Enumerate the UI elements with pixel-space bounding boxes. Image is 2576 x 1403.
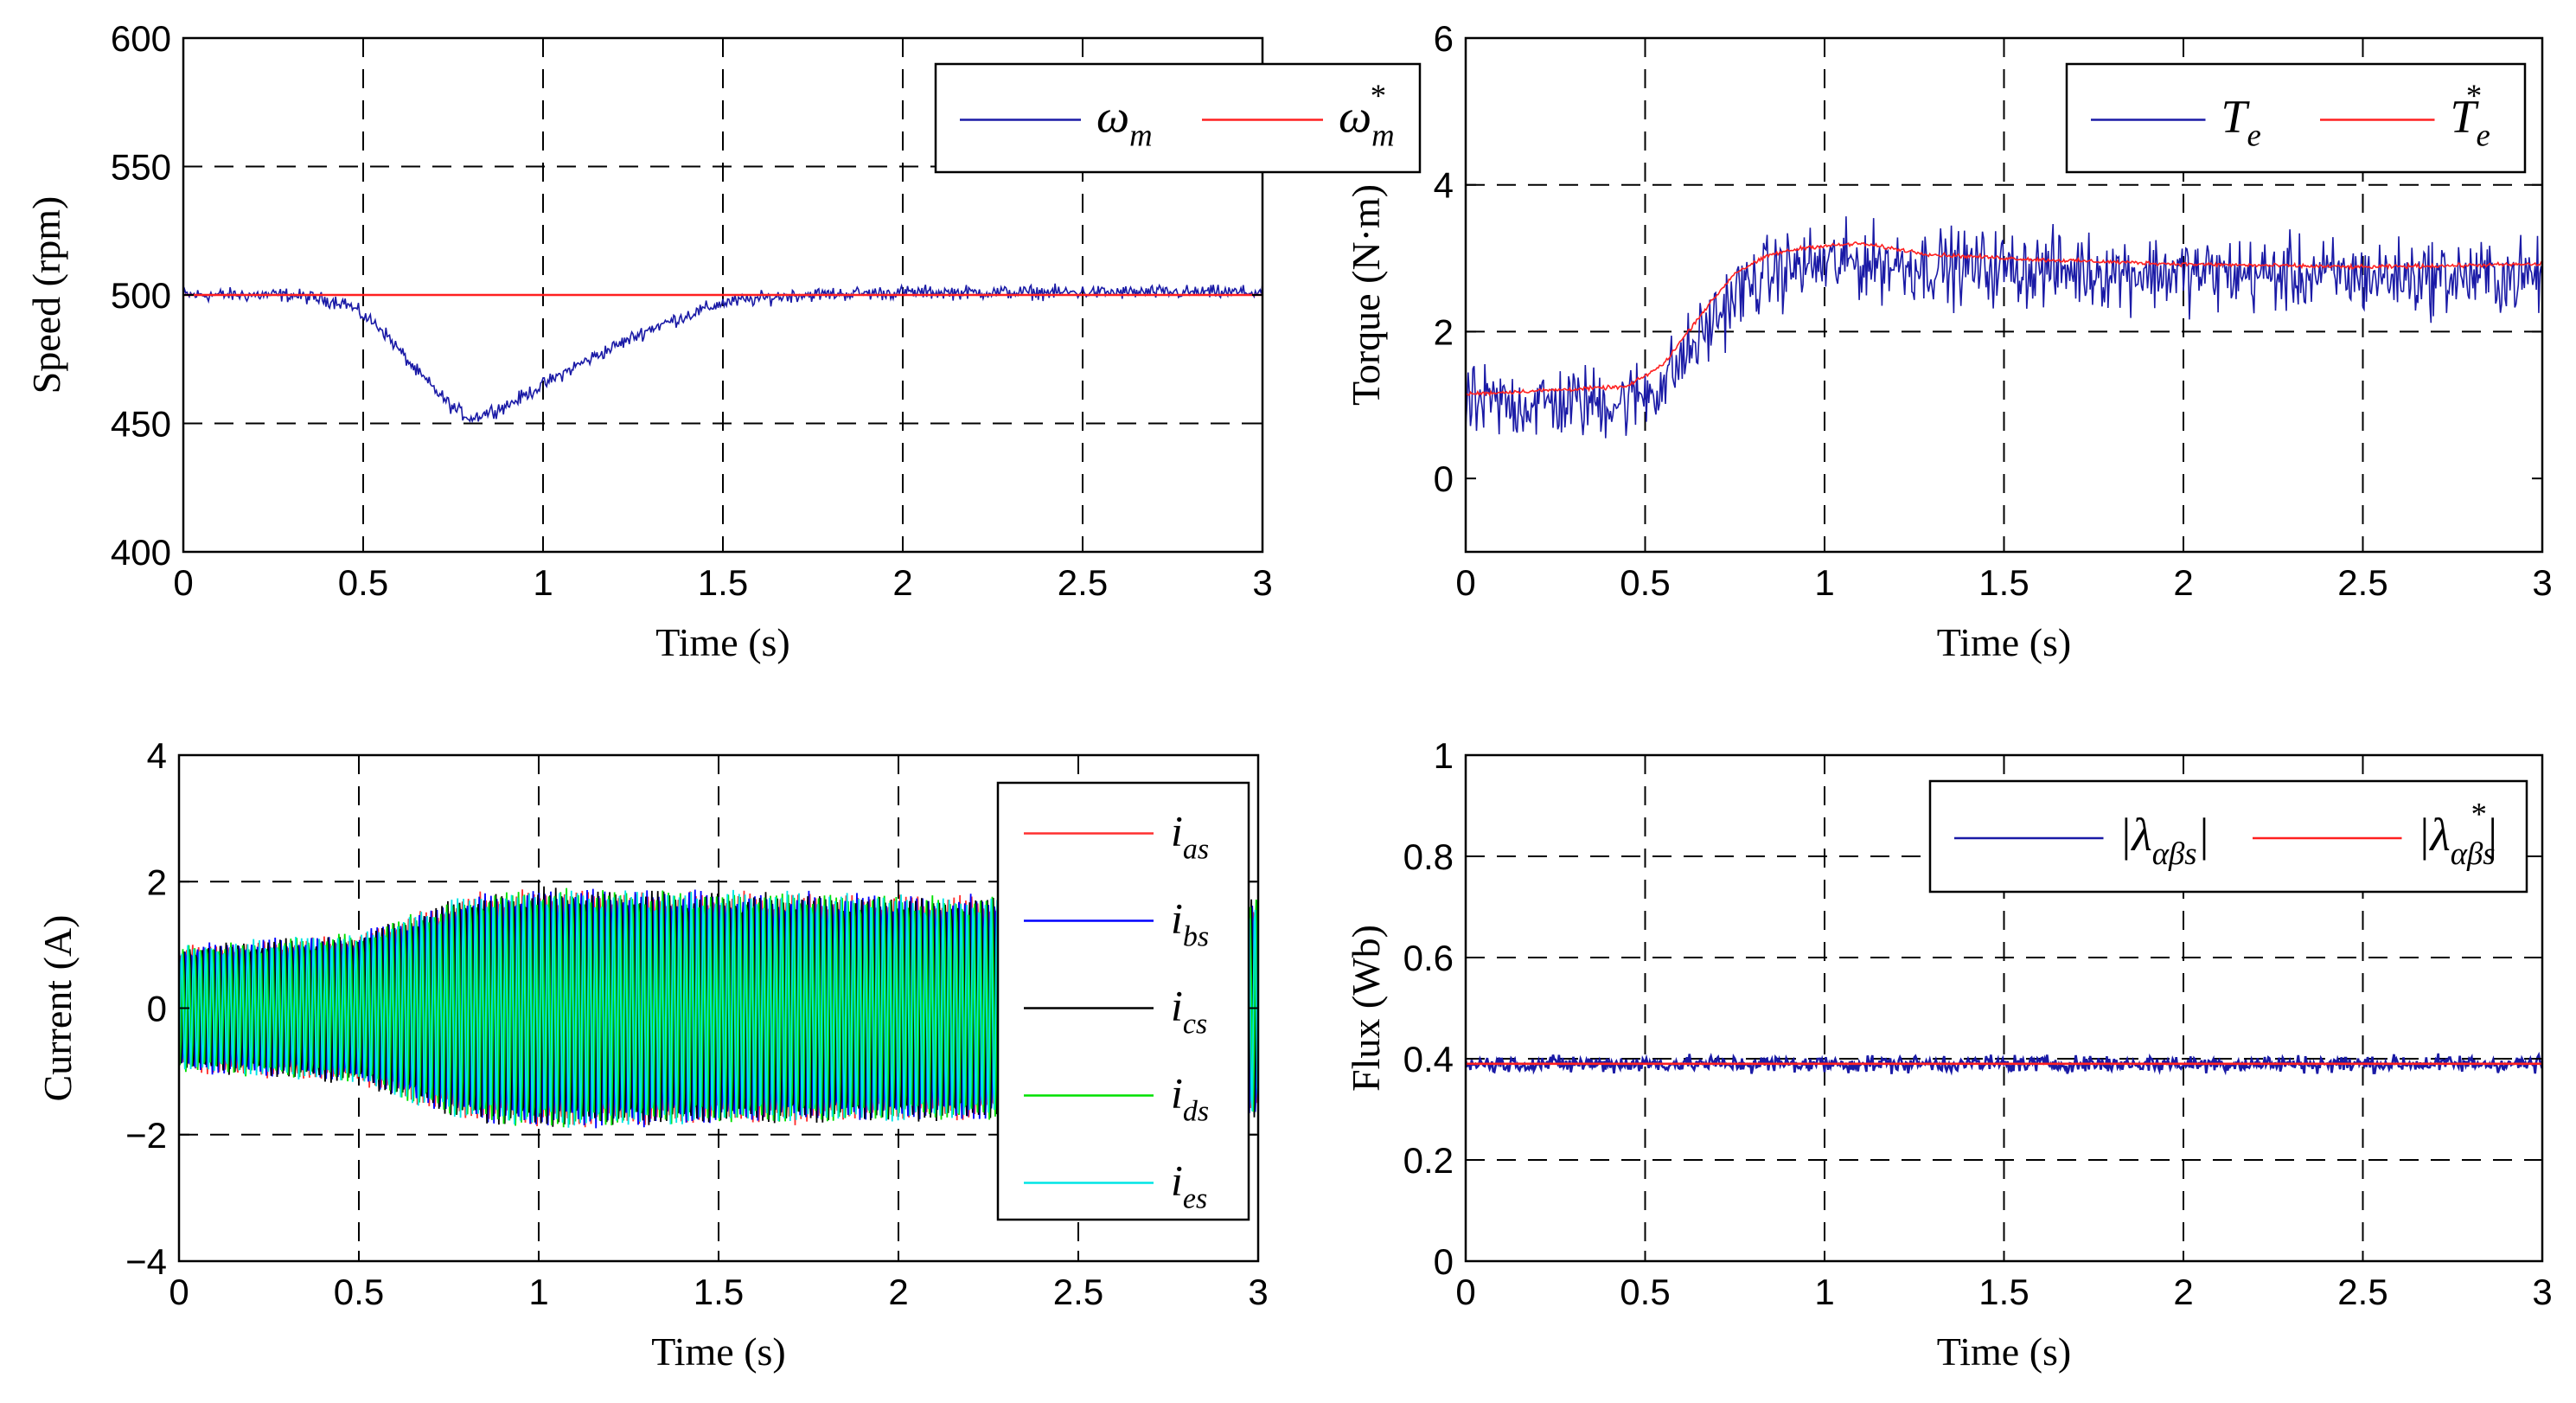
y-tick-label: 0.4	[1403, 1039, 1454, 1079]
x-tick-label: 1	[1814, 562, 1834, 603]
x-axis-label: Time (s)	[651, 1329, 786, 1374]
x-tick-label: 3	[2532, 1272, 2552, 1312]
x-tick-label: 1.5	[698, 562, 748, 603]
x-tick-label: 2.5	[2337, 1272, 2387, 1312]
x-tick-label: 0.5	[1620, 1272, 1670, 1312]
y-axis-label: Torque (N·m)	[1344, 184, 1388, 406]
legend: |λαβs| |λαβs*|	[1928, 779, 2528, 894]
series-line	[183, 283, 1262, 424]
y-axis-label: Speed (rpm)	[24, 196, 68, 394]
y-tick-label: 4	[147, 735, 167, 776]
x-axis-label: Time (s)	[655, 620, 790, 664]
legend: Te Te*	[2065, 62, 2527, 174]
x-axis-label: Time (s)	[1937, 1329, 2072, 1374]
y-tick-label: 450	[111, 404, 171, 445]
y-tick-label: 500	[111, 275, 171, 316]
series-line	[1466, 216, 2542, 439]
chart-current: 0 0.5 1 1.5 2 2.5 3 −4 −2 0 2 4 Time (s) Current (A) i…	[35, 735, 1269, 1374]
y-tick-label: −4	[125, 1241, 167, 1282]
y-tick-label: 600	[111, 18, 171, 59]
x-tick-label: 0	[1455, 562, 1475, 603]
x-tick-label: 0.5	[1620, 562, 1670, 603]
x-tick-label: 1.5	[694, 1272, 744, 1312]
x-tick-label: 3	[1248, 1272, 1268, 1312]
x-tick-label: 0	[1455, 1272, 1475, 1312]
x-tick-label: 1.5	[1978, 562, 2029, 603]
series-group	[1466, 216, 2542, 439]
y-tick-label: 0.6	[1403, 938, 1454, 978]
series-line	[1466, 241, 2542, 397]
x-tick-label: 2	[888, 1272, 908, 1312]
x-axis-label: Time (s)	[1937, 620, 2072, 664]
y-tick-label: −2	[125, 1115, 167, 1156]
series-group	[183, 283, 1262, 424]
x-tick-label: 2.5	[1058, 562, 1108, 603]
x-tick-label: 2	[2173, 562, 2193, 603]
legend-box	[1928, 779, 2528, 894]
legend-box	[934, 62, 1422, 174]
y-tick-label: 2	[1434, 311, 1454, 352]
y-tick-label: 550	[111, 147, 171, 188]
x-tick-label: 0.5	[334, 1272, 384, 1312]
chart-torque: 0 0.5 1 1.5 2 2.5 3 0 2 4 6 Time (s) Torque (N·m) Te T…	[1344, 18, 2553, 664]
y-tick-label: 2	[147, 862, 167, 902]
y-tick-label: 6	[1434, 18, 1454, 59]
y-tick-label: 4	[1434, 165, 1454, 206]
y-tick-label: 0.2	[1403, 1140, 1454, 1181]
y-tick-label: 0	[1434, 458, 1454, 499]
x-tick-label: 1	[533, 562, 553, 603]
x-tick-label: 0	[169, 1272, 189, 1312]
legend-box	[2065, 62, 2527, 174]
x-tick-label: 2.5	[1053, 1272, 1103, 1312]
legend: ωm ωm*	[934, 62, 1422, 174]
x-tick-label: 2	[2173, 1272, 2193, 1312]
x-tick-label: 2.5	[2337, 562, 2387, 603]
x-tick-label: 1	[528, 1272, 548, 1312]
y-tick-label: 1	[1434, 735, 1454, 776]
series-group	[1466, 1051, 2542, 1076]
chart-flux: 0 0.5 1 1.5 2 2.5 3 0 0.2 0.4 0.6 0.8 1 Time (s) Flux …	[1344, 735, 2553, 1374]
y-axis-label: Flux (Wb)	[1344, 925, 1388, 1092]
y-axis-label: Current (A)	[35, 915, 80, 1102]
x-tick-label: 1	[1814, 1272, 1834, 1312]
y-tick-label: 400	[111, 532, 171, 573]
x-tick-label: 3	[2532, 562, 2552, 603]
x-tick-label: 0.5	[338, 562, 388, 603]
x-tick-label: 0	[173, 562, 193, 603]
y-tick-label: 0	[1434, 1241, 1454, 1282]
x-tick-label: 1.5	[1978, 1272, 2029, 1312]
chart-speed: 0 0.5 1 1.5 2 2.5 3 400 450 500 550 600 Time (s) Spee…	[24, 18, 1422, 664]
legend-box	[996, 781, 1250, 1221]
x-tick-label: 2	[892, 562, 912, 603]
x-tick-label: 3	[1252, 562, 1272, 603]
y-tick-label: 0.8	[1403, 836, 1454, 877]
y-tick-label: 0	[147, 989, 167, 1029]
